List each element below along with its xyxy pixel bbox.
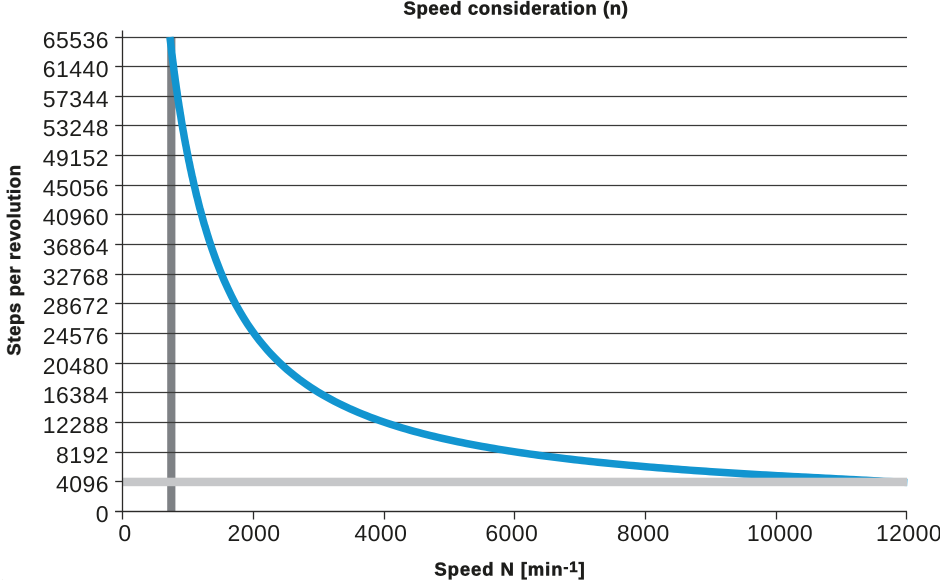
svg-text:.: . <box>2 579 3 581</box>
svg-text:12000: 12000 <box>876 520 940 546</box>
svg-text:36864: 36864 <box>43 234 109 260</box>
svg-text:8000: 8000 <box>617 520 670 546</box>
svg-text:32768: 32768 <box>43 264 109 290</box>
svg-text:6000: 6000 <box>485 520 538 546</box>
svg-text:Steps per revolution: Steps per revolution <box>3 164 24 355</box>
svg-text:16384: 16384 <box>43 382 109 408</box>
svg-text:8192: 8192 <box>56 442 109 468</box>
svg-text:Speed N [min-1]: Speed N [min-1] <box>434 558 585 579</box>
svg-text:61440: 61440 <box>43 56 109 82</box>
svg-text:2000: 2000 <box>228 520 281 546</box>
svg-text:Speed consideration (n): Speed consideration (n) <box>404 0 629 19</box>
svg-text:0: 0 <box>118 520 131 546</box>
svg-text:10000: 10000 <box>747 520 813 546</box>
svg-text:49152: 49152 <box>43 145 109 171</box>
svg-text:57344: 57344 <box>43 86 109 112</box>
svg-text:40960: 40960 <box>43 204 109 230</box>
svg-text:20480: 20480 <box>43 353 109 379</box>
svg-text:4000: 4000 <box>354 520 407 546</box>
svg-text:45056: 45056 <box>43 175 109 201</box>
svg-text:12288: 12288 <box>43 412 109 438</box>
svg-text:53248: 53248 <box>43 115 109 141</box>
svg-text:24576: 24576 <box>43 323 109 349</box>
svg-text:65536: 65536 <box>43 27 109 53</box>
svg-text:0: 0 <box>96 501 109 527</box>
svg-text:4096: 4096 <box>56 471 109 497</box>
svg-text:28672: 28672 <box>43 293 109 319</box>
